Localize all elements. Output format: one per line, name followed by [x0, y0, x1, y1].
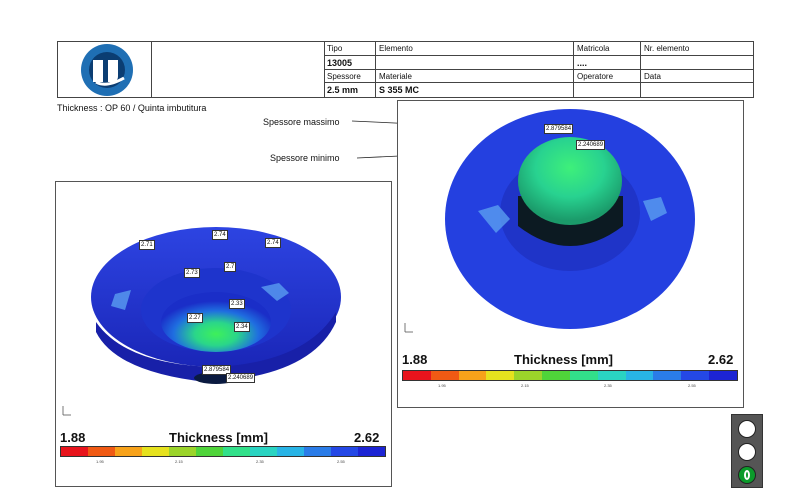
left-tick-3: 2.35: [256, 459, 264, 464]
left-tick-2: 2.15: [175, 459, 183, 464]
right-3d-view-panel: 2.879584 2.240689 1.88 Thickness [mm] 2.…: [397, 100, 744, 408]
right-min-value: 2.240689: [576, 140, 606, 150]
page-title: Thickness : OP 60 / Quinta imbutitura: [57, 103, 207, 113]
right-part-render: [445, 109, 695, 329]
leftBar-swatch-9: [304, 447, 331, 456]
logo-cell: [58, 42, 152, 97]
header-table: Tipo Elemento Matricola Nr. elemento 130…: [57, 41, 754, 98]
left-label-3: 2.74: [265, 238, 281, 248]
left-label-6: 2.33: [229, 299, 245, 309]
rightBar-swatch-8: [625, 371, 654, 380]
max-thickness-annotation: Spessore massimo: [263, 117, 340, 127]
rightBar-swatch-7: [597, 371, 626, 380]
left-label-5: 2.7: [224, 262, 237, 272]
leftBar-swatch-5: [196, 447, 223, 456]
left-legend-min: 1.88: [60, 430, 86, 445]
nr-elemento-label: Nr. elemento: [641, 42, 753, 56]
left-max-value: 2.879584: [202, 365, 232, 375]
right-legend-min: 1.88: [402, 352, 428, 367]
matricola-value: ....: [574, 56, 641, 70]
right-tick-2: 2.15: [521, 383, 529, 388]
axis-triad-icon-right: [404, 323, 413, 333]
left-legend-title: Thickness [mm]: [169, 430, 268, 445]
left-label-7: 2.27: [187, 313, 203, 323]
right-legend-title: Thickness [mm]: [514, 352, 613, 367]
leftBar-swatch-1: [88, 447, 115, 456]
left-tick-4: 2.55: [337, 459, 345, 464]
header-grid: Tipo Elemento Matricola Nr. elemento 130…: [324, 42, 753, 97]
materiale-label: Materiale: [376, 70, 574, 83]
elemento-value: [376, 56, 574, 70]
leftBar-swatch-4: [169, 447, 196, 456]
tipo-label: Tipo: [324, 42, 376, 56]
leftBar-swatch-11: [358, 447, 385, 456]
traffic-light-green-lamp: [738, 466, 756, 484]
leftBar-swatch-3: [142, 447, 169, 456]
left-color-scale: [60, 446, 386, 457]
elemento-label: Elemento: [376, 42, 574, 56]
rightBar-swatch-5: [542, 371, 570, 380]
left-label-2: 2.74: [212, 230, 228, 240]
left-min-value: 2.240689: [226, 373, 256, 383]
operatore-value: [574, 83, 641, 97]
right-tick-4: 2.55: [688, 383, 696, 388]
right-legend-max: 2.62: [708, 352, 734, 367]
right-tick-3: 2.35: [604, 383, 612, 388]
spessore-value: 2.5 mm: [324, 83, 376, 97]
right-max-value: 2.879584: [544, 124, 574, 134]
leftBar-swatch-8: [277, 447, 304, 456]
tipo-value: 13005: [324, 56, 376, 70]
left-label-1: 2.71: [139, 240, 155, 250]
company-logo: [81, 44, 133, 96]
leftBar-swatch-10: [331, 447, 358, 456]
leftBar-swatch-0: [61, 447, 88, 456]
rightBar-swatch-10: [681, 371, 710, 380]
traffic-light-top-lamp: [738, 420, 756, 438]
left-3d-view-panel: 2.71 2.74 2.74 2.73 2.7 2.33 2.27 2.34 2…: [55, 181, 392, 487]
rightBar-swatch-6: [569, 371, 598, 380]
rightBar-swatch-4: [514, 371, 543, 380]
rightBar-swatch-3: [486, 371, 515, 380]
left-tick-1: 1.95: [96, 459, 104, 464]
axis-triad-icon: [62, 406, 71, 416]
left-legend-max: 2.62: [354, 430, 380, 445]
traffic-light-indicator: [731, 414, 763, 488]
right-color-scale: [402, 370, 738, 381]
leftBar-swatch-6: [223, 447, 250, 456]
rightBar-swatch-0: [403, 371, 431, 380]
rightBar-swatch-11: [709, 371, 737, 380]
left-label-8: 2.34: [234, 322, 250, 332]
leftBar-swatch-7: [250, 447, 277, 456]
right-tick-1: 1.95: [438, 383, 446, 388]
rightBar-swatch-9: [653, 371, 682, 380]
min-thickness-annotation: Spessore minimo: [270, 153, 340, 163]
left-part-render: [91, 227, 341, 384]
spessore-label: Spessore: [324, 70, 376, 83]
operatore-label: Operatore: [574, 70, 641, 83]
leftBar-swatch-2: [115, 447, 142, 456]
rightBar-swatch-1: [430, 371, 459, 380]
traffic-light-middle-lamp: [738, 443, 756, 461]
rightBar-swatch-2: [458, 371, 487, 380]
materiale-value: S 355 MC: [376, 83, 574, 97]
matricola-label: Matricola: [574, 42, 641, 56]
left-label-4: 2.73: [184, 268, 200, 278]
nr-elemento-value: [641, 56, 753, 70]
data-label: Data: [641, 70, 753, 83]
